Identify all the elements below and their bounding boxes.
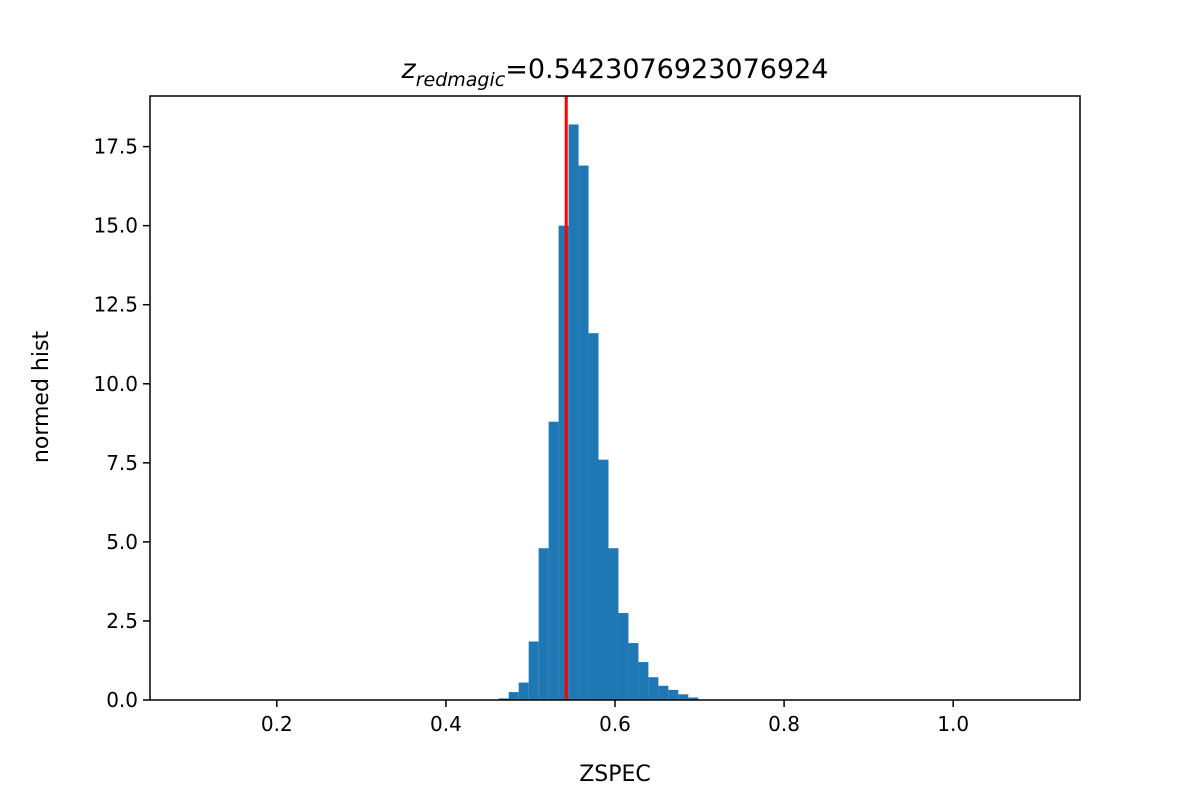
y-tick-label: 2.5 xyxy=(106,609,138,633)
histogram-bar xyxy=(638,662,649,700)
histogram-bar xyxy=(678,694,689,700)
histogram-bar xyxy=(508,692,519,700)
histogram-bar xyxy=(578,165,589,700)
y-tick-label: 10.0 xyxy=(93,372,138,396)
title-subscript: redmagic xyxy=(416,69,506,91)
histogram-bar xyxy=(548,421,559,700)
y-tick-label: 12.5 xyxy=(93,293,138,317)
y-axis-ticks: 0.0 2.5 5.0 7.5 10.0 12.5 15.0 17.5 xyxy=(93,135,150,712)
histogram-bar xyxy=(588,333,599,700)
x-tick-label: 0.4 xyxy=(430,712,462,736)
histogram-bar xyxy=(498,698,509,700)
histogram-bar xyxy=(518,682,529,700)
x-axis-ticks: 0.2 0.4 0.6 0.8 1.0 xyxy=(261,700,969,736)
histogram-bar xyxy=(528,641,539,700)
histogram-bar xyxy=(608,548,619,700)
histogram-bar xyxy=(658,685,669,700)
histogram-bar xyxy=(628,643,639,700)
histogram-bar xyxy=(598,459,609,700)
title-symbol: z xyxy=(401,54,417,85)
y-tick-label: 5.0 xyxy=(106,530,138,554)
x-axis-label: ZSPEC xyxy=(579,762,651,787)
title-value: =0.5423076923076924 xyxy=(505,54,828,85)
histogram-bar xyxy=(668,689,679,700)
histogram-bars xyxy=(498,124,699,700)
x-tick-label: 0.2 xyxy=(261,712,293,736)
histogram-bar xyxy=(618,613,629,700)
histogram-bar xyxy=(648,677,659,700)
histogram-bar xyxy=(688,697,699,700)
x-tick-label: 1.0 xyxy=(937,712,969,736)
y-tick-label: 15.0 xyxy=(93,214,138,238)
histogram-bar xyxy=(568,124,579,700)
y-axis-label: normed hist xyxy=(29,331,54,464)
y-tick-label: 0.0 xyxy=(106,688,138,712)
chart-title: zredmagic=0.5423076923076924 xyxy=(401,54,829,91)
histogram-bar xyxy=(538,548,549,700)
histogram-bar xyxy=(558,225,569,700)
y-tick-label: 7.5 xyxy=(106,451,138,475)
x-tick-label: 0.6 xyxy=(599,712,631,736)
x-tick-label: 0.8 xyxy=(768,712,800,736)
y-tick-label: 17.5 xyxy=(93,135,138,159)
